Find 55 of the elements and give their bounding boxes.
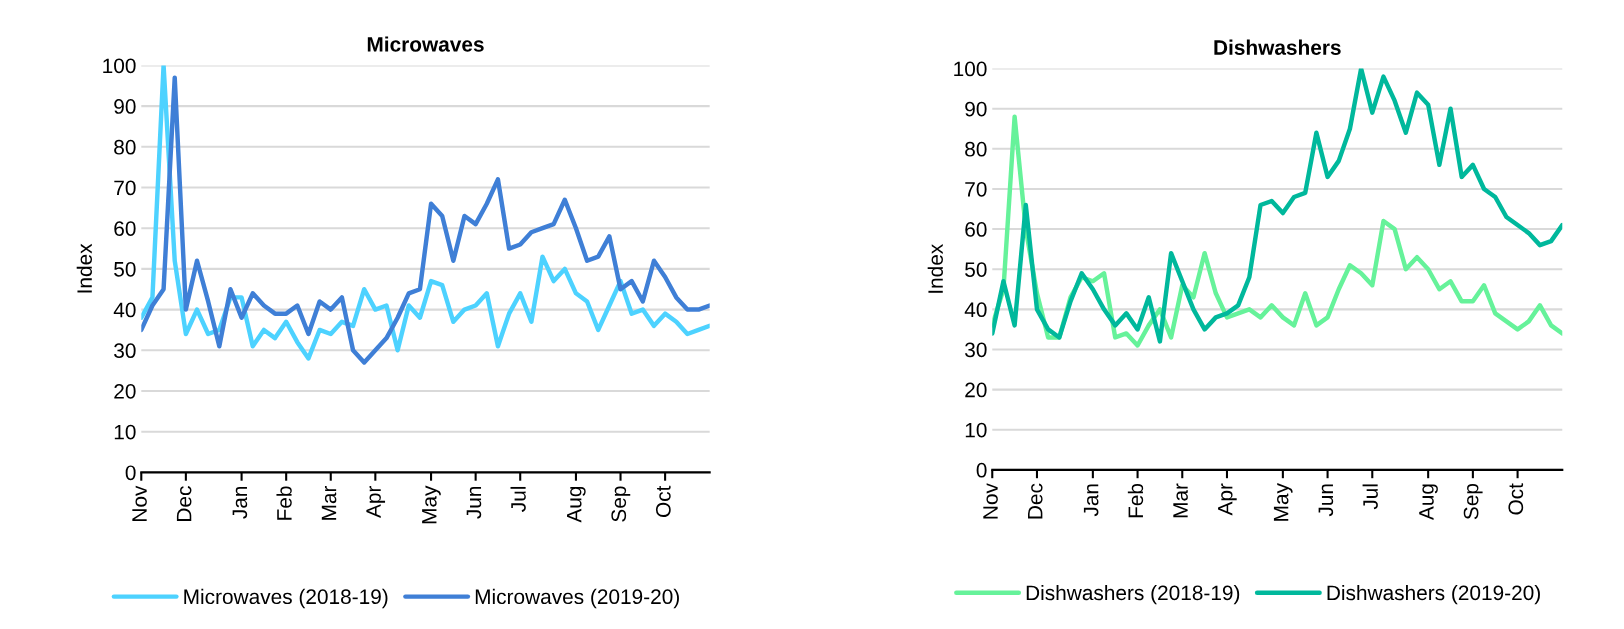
y-tick-label: 80 bbox=[965, 141, 987, 157]
y-tick-label: 60 bbox=[965, 222, 987, 237]
y-tick-label: 10 bbox=[965, 422, 987, 438]
y-tick-label: 0 bbox=[125, 465, 136, 481]
y-tick-label: 30 bbox=[965, 342, 987, 358]
x-tick-label: Oct bbox=[1508, 483, 1524, 515]
y-tick-label: 40 bbox=[964, 302, 987, 318]
line-series bbox=[992, 68, 1563, 344]
x-tick-label: May bbox=[1273, 483, 1293, 521]
y-tick-label: 90 bbox=[114, 99, 136, 114]
legend-label: Dishwashers (2018-19) bbox=[1026, 584, 1240, 605]
x-tick-label: Dec bbox=[1028, 483, 1043, 519]
y-tick-label: 20 bbox=[114, 383, 136, 399]
x-tick-label: Sep bbox=[611, 486, 631, 522]
y-axis-title: Index bbox=[927, 243, 943, 293]
x-tick-label: Mar bbox=[1173, 483, 1188, 518]
y-tick-label: 40 bbox=[113, 302, 136, 318]
chart-title: Dishwashers bbox=[1214, 39, 1341, 55]
x-tick-label: May bbox=[422, 485, 441, 524]
x-tick-label: Nov bbox=[132, 485, 147, 521]
x-tick-label: Aug bbox=[567, 486, 586, 523]
legend-label: Microwaves (2018-19) bbox=[184, 588, 388, 609]
y-tick-label: 100 bbox=[103, 58, 136, 74]
legend-label: Dishwashers (2019-20) bbox=[1327, 584, 1540, 605]
y-tick-label: 30 bbox=[114, 343, 136, 359]
y-tick-label: 80 bbox=[114, 139, 136, 155]
x-tick-label: Jan bbox=[232, 486, 248, 519]
x-tick-label: Dec bbox=[176, 486, 192, 521]
x-tick-label: Jun bbox=[466, 486, 482, 519]
x-tick-label: Mar bbox=[321, 485, 337, 520]
y-tick-label: 0 bbox=[976, 462, 987, 478]
y-tick-label: 10 bbox=[114, 424, 136, 440]
x-tick-label: Apr bbox=[366, 485, 386, 518]
chart-title: Microwaves bbox=[367, 36, 484, 52]
y-tick-label: 90 bbox=[965, 101, 987, 117]
x-tick-label: Feb bbox=[276, 486, 292, 520]
y-axis-title: Index bbox=[76, 243, 92, 293]
x-tick-label: Jul bbox=[1362, 484, 1378, 510]
y-tick-label: 70 bbox=[965, 181, 987, 197]
x-tick-label: Oct bbox=[655, 485, 671, 517]
y-tick-label: 20 bbox=[965, 382, 987, 398]
y-tick-label: 100 bbox=[954, 61, 987, 77]
x-tick-label: Feb bbox=[1127, 483, 1144, 518]
y-tick-label: 60 bbox=[114, 221, 136, 236]
y-tick-label: 50 bbox=[965, 262, 987, 277]
legend-label: Microwaves (2019-20) bbox=[475, 588, 679, 609]
x-tick-label: Nov bbox=[983, 483, 998, 519]
x-tick-label: Jun bbox=[1318, 484, 1334, 517]
x-tick-label: Jan bbox=[1083, 484, 1099, 517]
x-tick-label: Aug bbox=[1419, 484, 1438, 521]
x-tick-label: Jul bbox=[510, 486, 526, 512]
x-tick-label: Sep bbox=[1463, 483, 1483, 520]
y-tick-label: 50 bbox=[114, 261, 136, 277]
y-tick-label: 70 bbox=[114, 180, 136, 196]
x-tick-label: Apr bbox=[1218, 483, 1237, 516]
